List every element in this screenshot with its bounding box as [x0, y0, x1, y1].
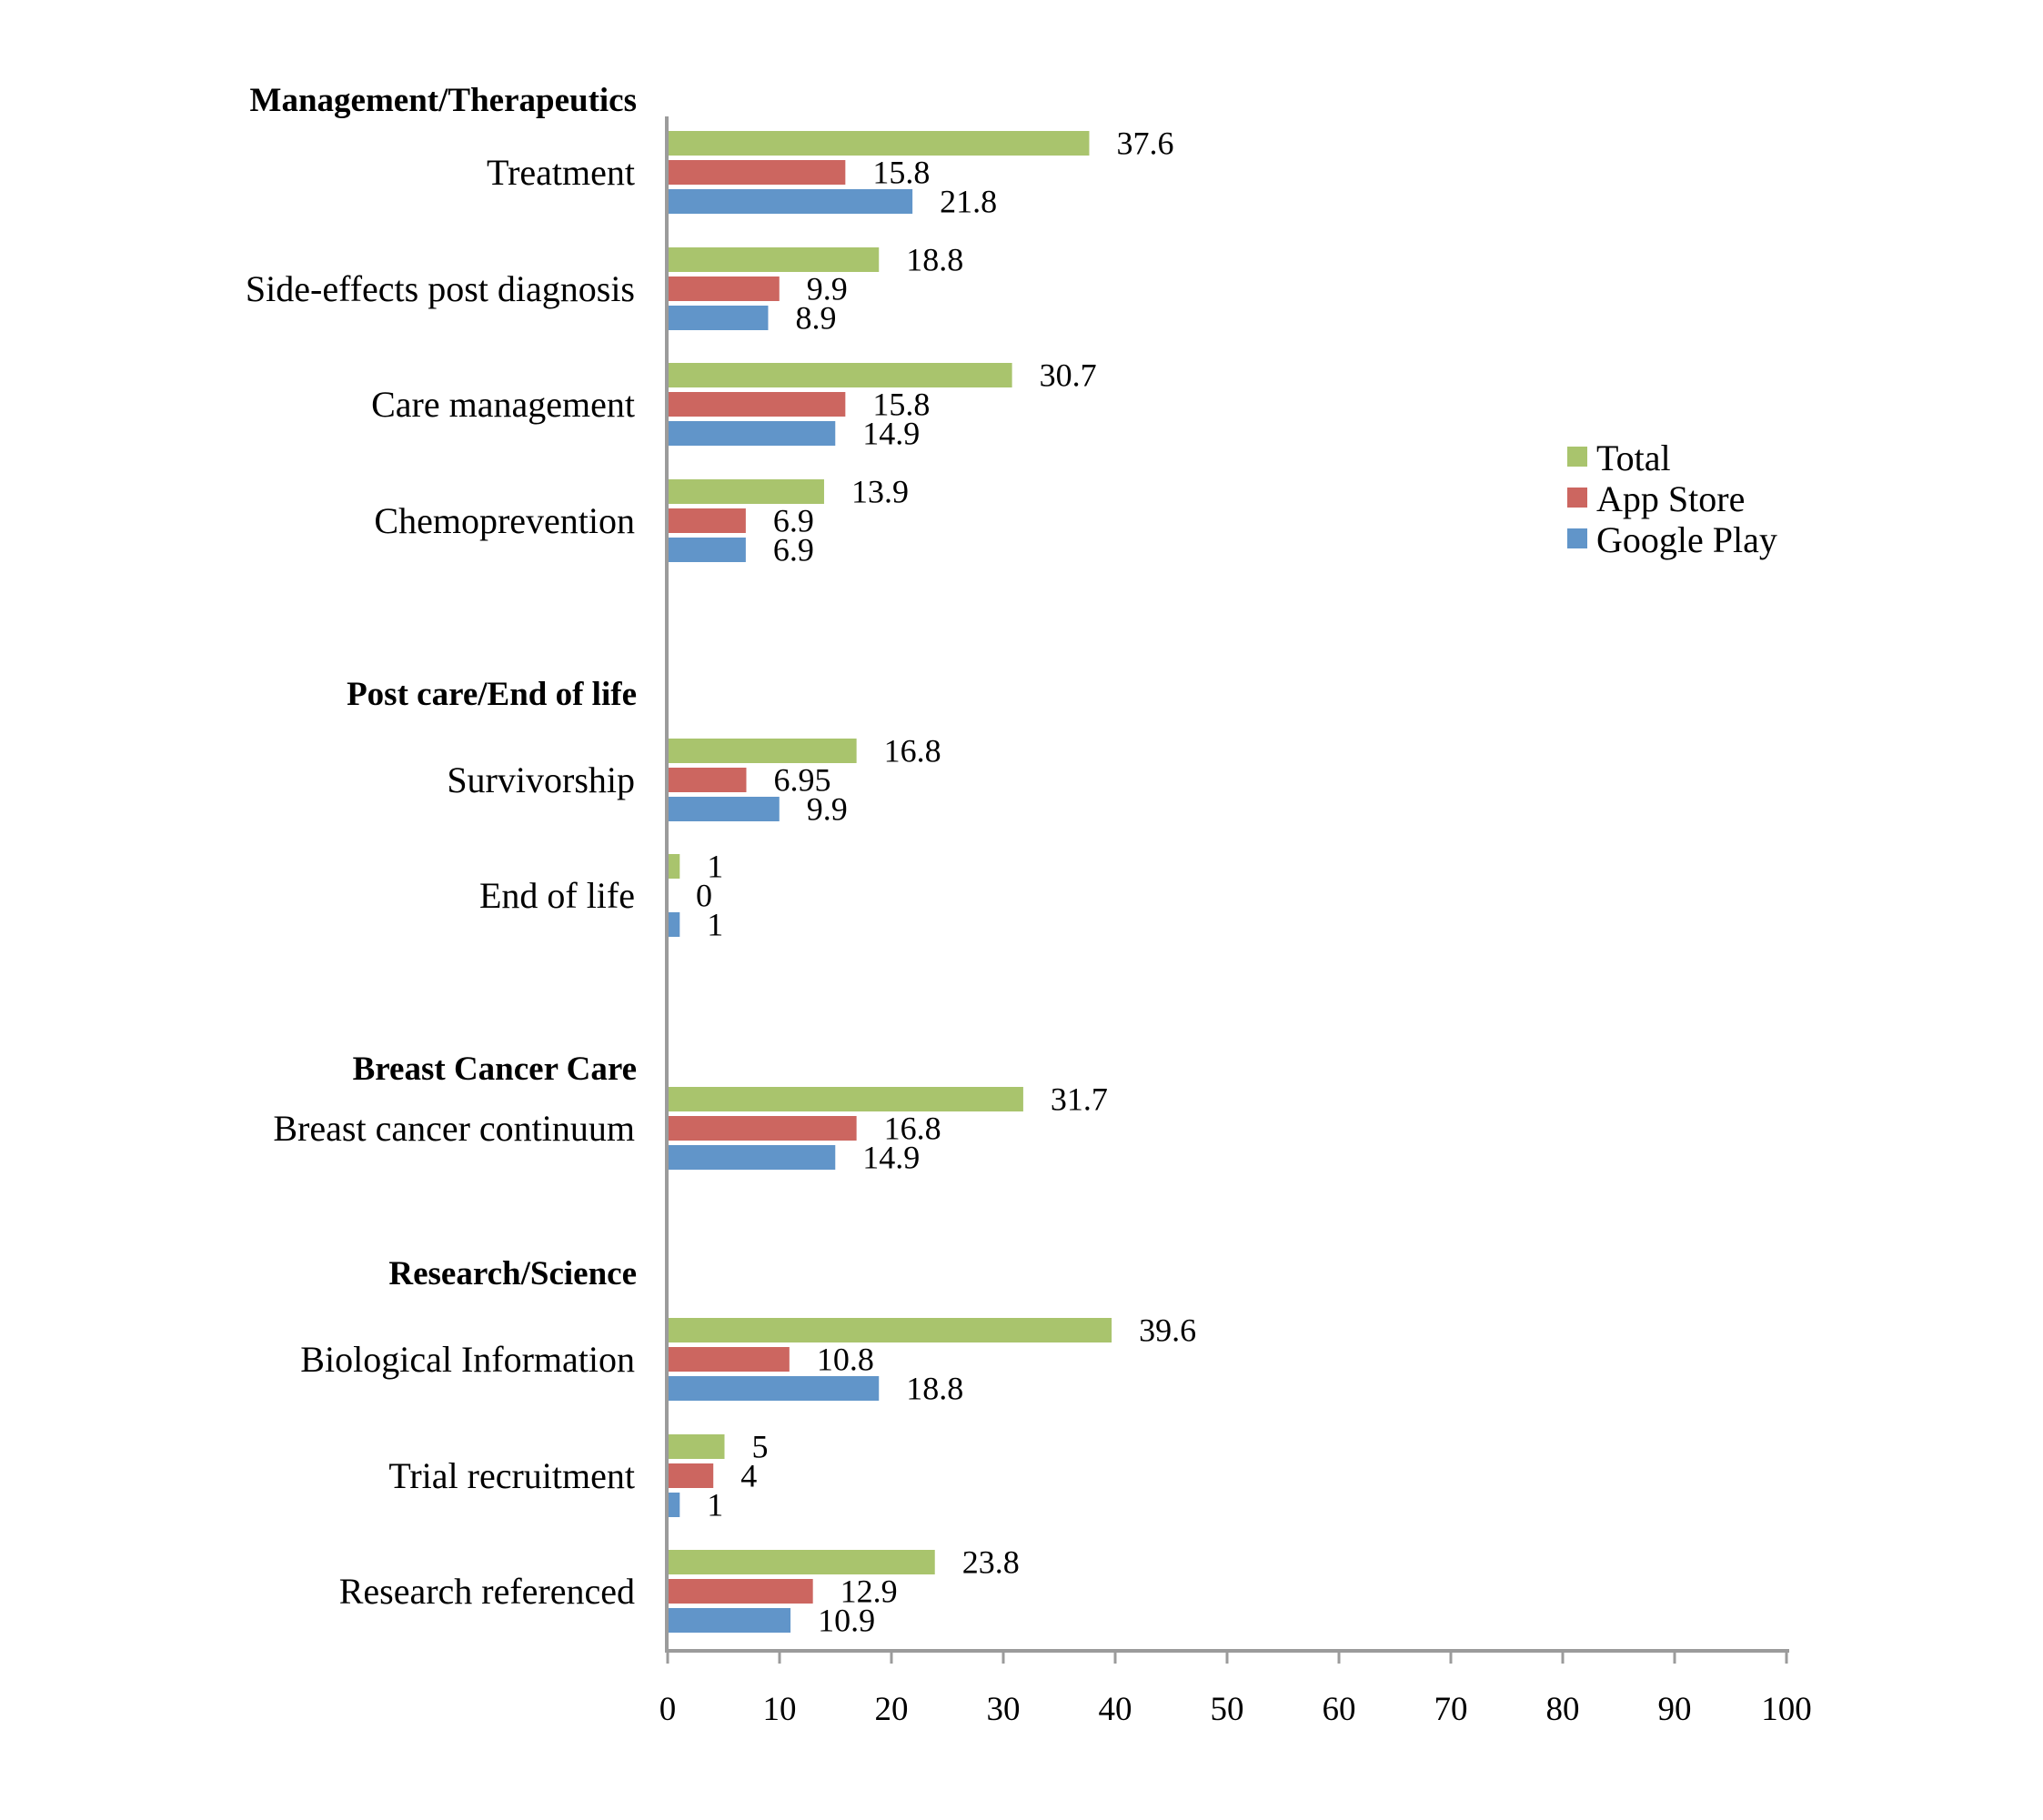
- data-label: 13.9: [851, 474, 909, 510]
- legend-label: Google Play: [1596, 519, 1777, 560]
- category-label: Side-effects post diagnosis: [246, 268, 635, 309]
- bar-google-play: [669, 797, 780, 821]
- x-tick-label: 0: [659, 1691, 677, 1728]
- category-label: Biological Information: [300, 1339, 635, 1380]
- data-label: 18.8: [906, 242, 963, 278]
- bar-google-play: [669, 189, 913, 214]
- bar-total: [669, 1550, 935, 1574]
- data-label: 15.8: [872, 387, 930, 423]
- data-label: 21.8: [940, 184, 997, 220]
- bar-app-store: [669, 1116, 857, 1141]
- x-axis: 0 10 20 30 40 50 60 70 80 90 100: [659, 116, 1812, 1728]
- category-label: Research referenced: [339, 1571, 635, 1612]
- bar-total: [669, 1434, 725, 1459]
- bar-app-store: [669, 1463, 714, 1488]
- group-header: Research/Science: [388, 1255, 637, 1292]
- legend-swatch-total: [1567, 447, 1587, 467]
- category-label: End of life: [479, 875, 635, 916]
- data-label: 16.8: [884, 1111, 941, 1147]
- x-tick-label: 80: [1546, 1691, 1580, 1728]
- x-tick-label: 100: [1761, 1691, 1812, 1728]
- x-tick-label: 40: [1099, 1691, 1132, 1728]
- bar-app-store: [669, 277, 780, 301]
- x-tick-label: 50: [1211, 1691, 1244, 1728]
- legend-label: Total: [1596, 437, 1671, 478]
- category-label: Chemoprevention: [374, 500, 635, 541]
- legend-label: App Store: [1596, 478, 1745, 519]
- category-label: Survivorship: [447, 759, 635, 800]
- data-label: 1: [707, 849, 723, 885]
- data-label: 12.9: [840, 1574, 898, 1610]
- bar-total: [669, 854, 680, 879]
- category-label: Breast cancer continuum: [273, 1108, 635, 1149]
- bar-app-store: [669, 1579, 813, 1604]
- bar-google-play: [669, 1608, 791, 1633]
- bar-app-store: [669, 1347, 790, 1372]
- category-label: Trial recruitment: [388, 1455, 635, 1496]
- bar-app-store: [669, 768, 747, 792]
- category-labels-layer: Management/Therapeutics Treatment 37.6 15.8…: [246, 82, 1196, 1639]
- x-tick-label: 10: [763, 1691, 797, 1728]
- bar-total: [669, 739, 857, 763]
- data-label: 30.7: [1040, 357, 1097, 394]
- data-label: 9.9: [807, 271, 848, 307]
- bar-total: [669, 1318, 1112, 1342]
- data-label: 6.9: [773, 503, 814, 539]
- data-label: 14.9: [862, 1140, 920, 1176]
- bar-total: [669, 1087, 1023, 1111]
- legend-swatch-google-play: [1567, 528, 1587, 548]
- group-header: Management/Therapeutics: [250, 82, 637, 119]
- data-label: 23.8: [962, 1544, 1020, 1581]
- data-label: 4: [740, 1458, 757, 1494]
- data-label: 14.9: [862, 416, 920, 452]
- data-label: 10.9: [818, 1603, 875, 1639]
- bar-total: [669, 131, 1090, 156]
- bar-google-play: [669, 1493, 680, 1517]
- bar-google-play: [669, 1376, 880, 1401]
- category-label: Care management: [371, 384, 635, 425]
- bar-google-play: [669, 1145, 836, 1170]
- data-label: 9.9: [807, 791, 848, 828]
- bar-app-store: [669, 508, 746, 533]
- data-label: 10.8: [817, 1342, 874, 1378]
- category-label: Treatment: [487, 152, 635, 193]
- bar-total: [669, 247, 880, 272]
- data-label: 39.6: [1139, 1312, 1196, 1349]
- bar-total: [669, 479, 824, 504]
- x-tick-label: 60: [1323, 1691, 1356, 1728]
- data-label: 0: [696, 878, 712, 914]
- x-tick-label: 20: [875, 1691, 909, 1728]
- x-tick-label: 70: [1434, 1691, 1468, 1728]
- bar-google-play: [669, 538, 746, 562]
- data-label: 1: [707, 1487, 723, 1523]
- x-tick-label: 90: [1658, 1691, 1692, 1728]
- data-label: 5: [752, 1429, 769, 1465]
- data-label: 16.8: [884, 733, 941, 769]
- data-label: 31.7: [1051, 1081, 1108, 1118]
- group-header: Post care/End of life: [347, 676, 637, 713]
- data-label: 8.9: [795, 300, 836, 337]
- bar-app-store: [669, 160, 846, 185]
- bar-google-play: [669, 421, 836, 446]
- data-label: 6.9: [773, 532, 814, 568]
- bars-layer: [669, 131, 1112, 1633]
- bar-google-play: [669, 912, 680, 937]
- data-label: 37.6: [1116, 126, 1173, 162]
- bar-google-play: [669, 306, 769, 330]
- bar-total: [669, 363, 1012, 387]
- data-label: 6.95: [773, 762, 830, 799]
- group-header: Breast Cancer Care: [353, 1051, 637, 1088]
- data-label: 18.8: [906, 1371, 963, 1407]
- x-tick-label: 30: [987, 1691, 1021, 1728]
- bar-app-store: [669, 392, 846, 417]
- data-label: 1: [707, 907, 723, 943]
- legend-swatch-app-store: [1567, 488, 1587, 508]
- data-label: 15.8: [872, 155, 930, 191]
